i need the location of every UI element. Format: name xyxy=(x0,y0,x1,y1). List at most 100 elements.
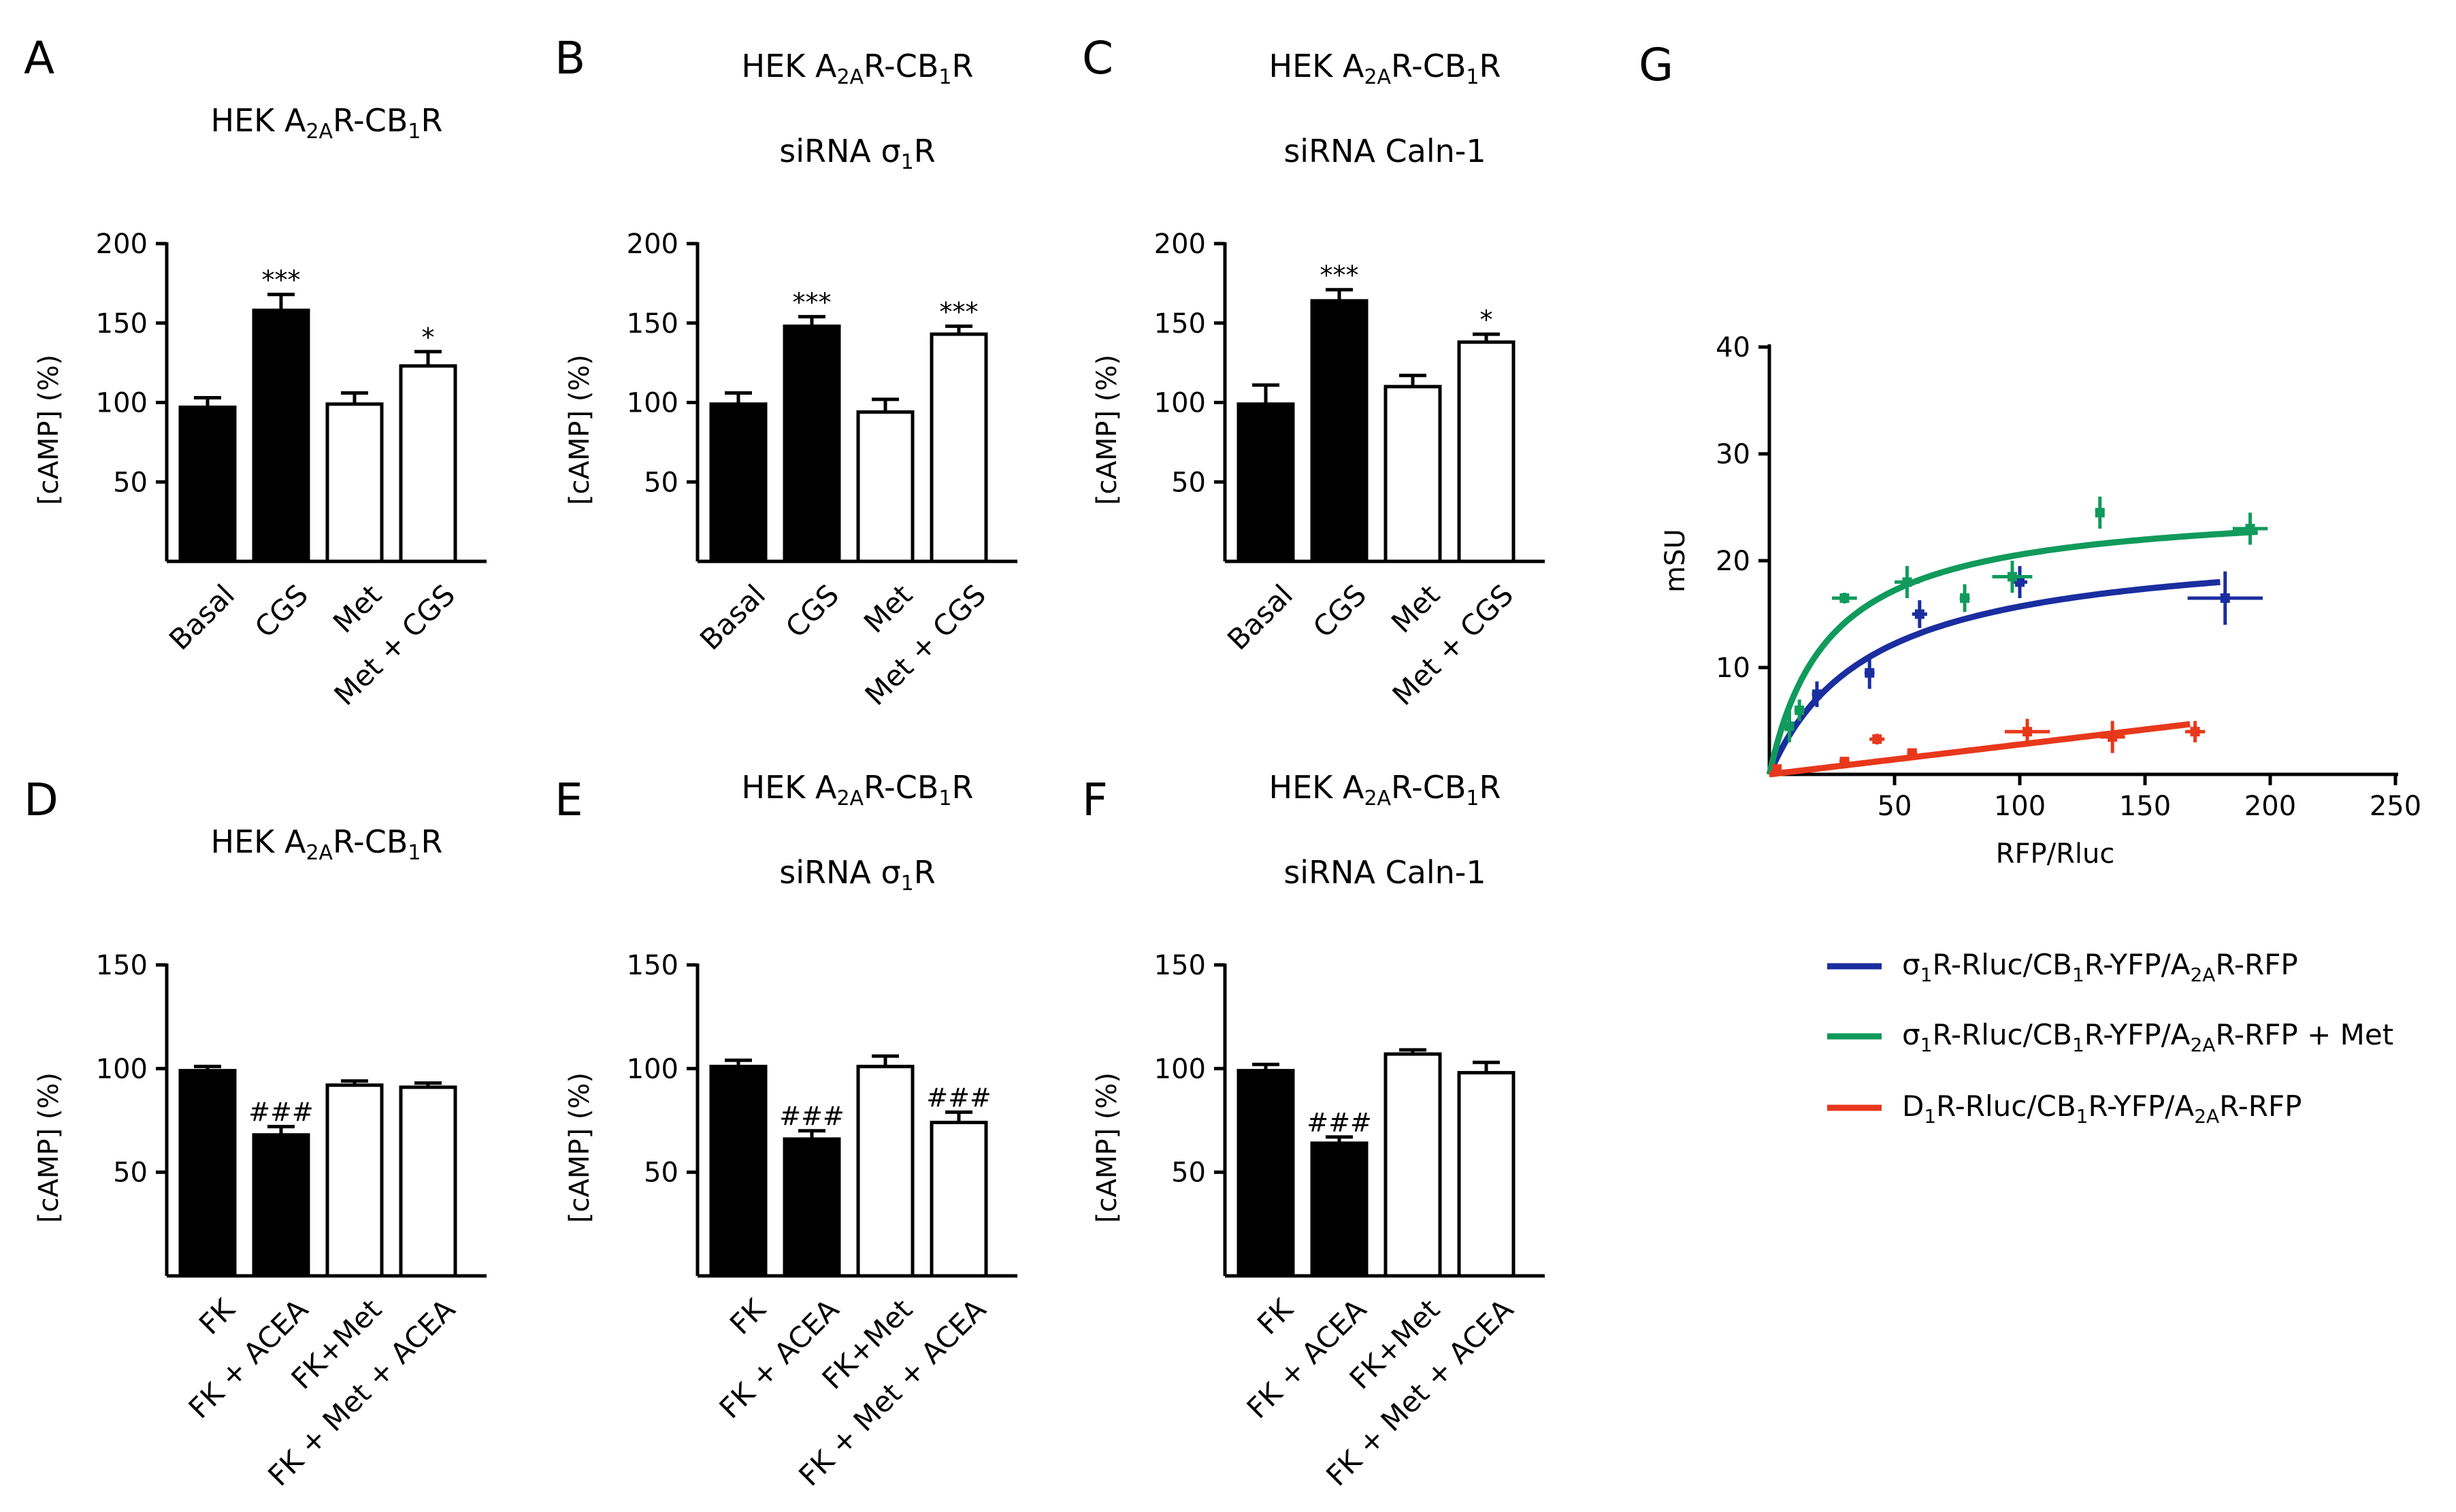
significance-label: *** xyxy=(262,265,301,295)
category-label: CGS xyxy=(1307,578,1373,644)
chart-title-part: R-CB xyxy=(333,102,408,139)
data-point xyxy=(1772,764,1782,774)
data-point xyxy=(1960,593,1970,603)
y-tick-label: 50 xyxy=(1171,1157,1206,1189)
category-label: CGS xyxy=(779,578,845,644)
bar xyxy=(930,1121,988,1278)
y-tick-label: 200 xyxy=(96,229,148,260)
chart-title-part: 2A xyxy=(836,65,864,89)
data-point xyxy=(1865,668,1875,678)
legend-label-part: R-Rluc/CB xyxy=(1932,948,2072,981)
chart-title-part: 2A xyxy=(1364,65,1391,89)
bar xyxy=(1383,384,1442,563)
bar xyxy=(178,406,237,563)
y-axis-label: [cAMP] (%) xyxy=(564,1072,595,1223)
chart-title-part: R xyxy=(421,823,443,860)
data-point xyxy=(1784,721,1795,732)
series-1 xyxy=(1766,496,2268,776)
panel-label: G xyxy=(1639,39,1673,91)
data-point xyxy=(2095,508,2105,518)
legend-label-part: 2A xyxy=(2194,1105,2219,1128)
y-tick-label: 50 xyxy=(113,1157,148,1189)
category-label: FK xyxy=(193,1292,242,1341)
y-tick-label: 150 xyxy=(96,950,148,981)
chart-subtitle-part: R xyxy=(914,854,936,891)
bar xyxy=(709,402,768,563)
legend-label-part: 1 xyxy=(1920,964,1933,986)
y-axis-label: mSU xyxy=(1660,529,1691,593)
legend-label-part: R-Rluc/CB xyxy=(1932,1018,2072,1051)
bar xyxy=(1310,1141,1369,1278)
y-tick-label: 200 xyxy=(627,229,678,260)
chart-title-part: HEK A xyxy=(211,823,306,860)
bar xyxy=(1310,299,1369,563)
chart-subtitle-part: 1 xyxy=(901,150,914,174)
bar xyxy=(930,332,988,563)
y-tick-label: 100 xyxy=(627,388,678,419)
panel-a: A HEK A2AR-CB1R 50 100 150 200 [cAMP] (%) Basal… xyxy=(24,32,487,712)
bar xyxy=(1383,1052,1442,1278)
panel-label: A xyxy=(24,32,54,84)
bar xyxy=(709,1064,768,1278)
chart-subtitle-part: siRNA σ xyxy=(779,133,900,169)
legend-entry: D1R-Rluc/CB1R-YFP/A2AR-RFP xyxy=(1827,1089,2302,1128)
chart-subtitle: siRNA σ1R xyxy=(779,133,935,174)
y-axis-label: [cAMP] (%) xyxy=(33,1072,65,1223)
bar xyxy=(1237,1068,1295,1278)
category-label: FK xyxy=(1251,1292,1300,1341)
chart-title: HEK A2AR-CB1R xyxy=(742,48,974,89)
category-label: Met xyxy=(327,578,388,639)
x-axis-label: RFP/Rluc xyxy=(1996,838,2115,870)
significance-label: * xyxy=(422,323,435,352)
y-tick-label: 50 xyxy=(644,1157,678,1189)
legend-label-part: 1 xyxy=(2076,1105,2089,1128)
chart-title-part: R-CB xyxy=(333,823,408,860)
category-label: CGS xyxy=(248,578,314,644)
panel-label: D xyxy=(24,774,59,826)
legend-label-part: D xyxy=(1902,1089,1924,1123)
legend-label-part: 1 xyxy=(1920,1034,1933,1056)
chart-subtitle-part: siRNA σ xyxy=(779,854,900,891)
legend-label-part: 2A xyxy=(2190,964,2215,986)
panel-label: F xyxy=(1082,774,1108,826)
data-point xyxy=(2015,577,2025,587)
y-tick-label: 150 xyxy=(627,308,678,340)
data-point xyxy=(1839,593,1850,603)
significance-label: * xyxy=(1480,305,1493,335)
data-point xyxy=(1872,734,1882,744)
y-axis-label: [cAMP] (%) xyxy=(1092,355,1123,505)
chart-title-part: HEK A xyxy=(1269,769,1364,806)
chart-title-part: R-CB xyxy=(864,48,938,84)
chart-subtitle: siRNA σ1R xyxy=(779,854,935,895)
legend-label-part: R-YFP/A xyxy=(2089,1089,2195,1123)
bar xyxy=(1457,1070,1516,1278)
y-axis-label: [cAMP] (%) xyxy=(564,355,595,505)
series-2 xyxy=(1769,719,2206,778)
data-point xyxy=(1839,757,1850,767)
x-tick-label: 200 xyxy=(2244,791,2296,822)
legend-label: D1R-Rluc/CB1R-YFP/A2AR-RFP xyxy=(1902,1089,2302,1128)
fit-curve xyxy=(1766,529,2258,776)
chart-subtitle: siRNA Caln-1 xyxy=(1283,854,1486,891)
legend-label: σ1R-Rluc/CB1R-YFP/A2AR-RFP + Met xyxy=(1902,1018,2393,1056)
y-axis-label: [cAMP] (%) xyxy=(1092,1072,1123,1223)
data-point xyxy=(2108,732,2118,742)
chart-title-part: HEK A xyxy=(742,48,837,84)
significance-label: ### xyxy=(926,1083,992,1113)
bar xyxy=(783,1137,841,1278)
chart-subtitle: siRNA Caln-1 xyxy=(1283,133,1486,169)
chart-title-part: 1 xyxy=(408,841,421,865)
y-tick-label: 50 xyxy=(113,467,148,498)
chart-title: HEK A2AR-CB1R xyxy=(211,102,443,144)
chart-title-part: HEK A xyxy=(211,102,306,139)
chart-title-part: 1 xyxy=(408,120,421,144)
y-tick-label: 150 xyxy=(96,308,148,340)
legend-label-part: 1 xyxy=(1924,1105,1936,1128)
data-point xyxy=(1914,609,1925,619)
